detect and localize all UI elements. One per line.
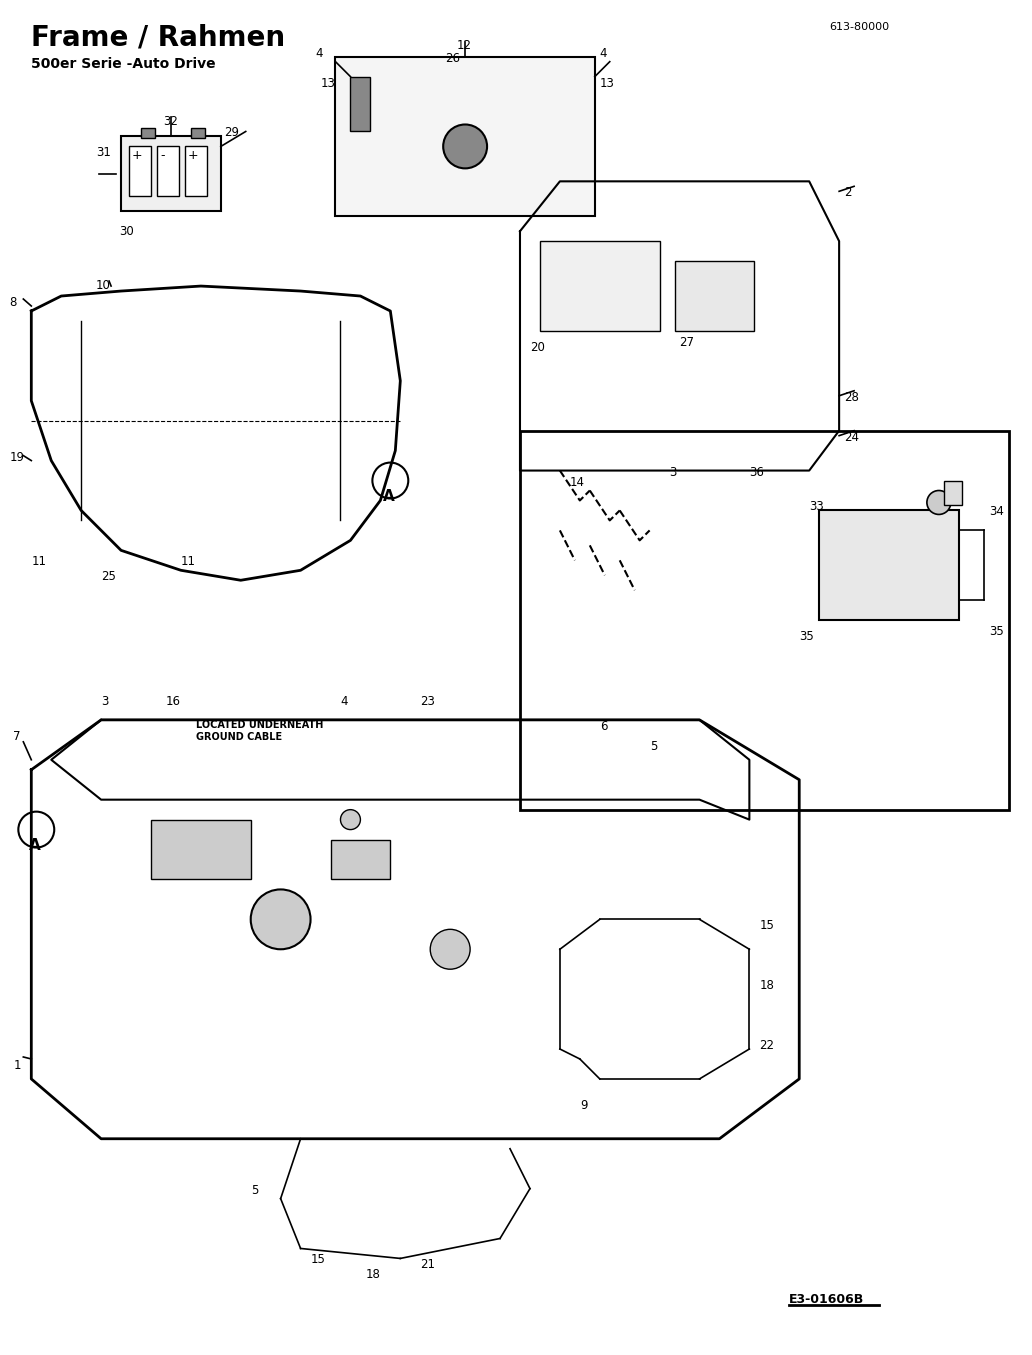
Circle shape — [430, 930, 471, 969]
Bar — [129, 146, 151, 196]
Text: 21: 21 — [420, 1259, 436, 1271]
Text: 13: 13 — [321, 77, 335, 89]
Text: 25: 25 — [101, 570, 116, 583]
Bar — [157, 146, 179, 196]
Text: 4: 4 — [341, 695, 348, 707]
Bar — [944, 481, 962, 505]
Text: 16: 16 — [166, 695, 181, 707]
Text: 32: 32 — [163, 115, 178, 127]
Text: 13: 13 — [600, 77, 615, 89]
Bar — [675, 262, 754, 331]
Text: 4: 4 — [600, 46, 607, 60]
Text: 18: 18 — [760, 980, 774, 992]
Bar — [151, 820, 251, 879]
Text: 36: 36 — [749, 466, 765, 478]
Circle shape — [341, 810, 360, 829]
Text: 14: 14 — [570, 476, 585, 489]
Text: 35: 35 — [799, 630, 814, 644]
Text: E3-01606B: E3-01606B — [789, 1293, 865, 1306]
Text: 9: 9 — [580, 1099, 587, 1112]
Circle shape — [927, 491, 950, 515]
Text: 3: 3 — [101, 695, 108, 707]
Bar — [540, 241, 659, 331]
Text: 34: 34 — [989, 505, 1003, 519]
Text: 15: 15 — [311, 1253, 325, 1267]
Bar — [191, 129, 204, 138]
Text: 613-80000: 613-80000 — [829, 22, 890, 31]
Text: 23: 23 — [420, 695, 436, 707]
Text: 18: 18 — [365, 1268, 380, 1282]
Text: GROUND CABLE: GROUND CABLE — [196, 732, 282, 741]
Text: +: + — [188, 149, 198, 163]
Text: +: + — [132, 149, 142, 163]
Text: 500er Serie -Auto Drive: 500er Serie -Auto Drive — [31, 57, 216, 70]
Text: 2: 2 — [844, 187, 851, 199]
Bar — [185, 146, 206, 196]
Text: 29: 29 — [224, 126, 238, 140]
Text: 5: 5 — [649, 740, 657, 753]
Text: 4: 4 — [316, 46, 323, 60]
Text: 24: 24 — [844, 431, 859, 443]
Bar — [520, 431, 1008, 810]
Text: 11: 11 — [31, 556, 46, 568]
Text: 31: 31 — [96, 146, 111, 160]
Text: 5: 5 — [251, 1184, 258, 1196]
Bar — [819, 511, 959, 621]
Text: 28: 28 — [844, 390, 859, 404]
Bar — [335, 57, 594, 217]
Circle shape — [19, 812, 55, 847]
Text: 10: 10 — [96, 279, 111, 293]
Text: 15: 15 — [760, 919, 774, 932]
Text: 8: 8 — [9, 295, 17, 309]
Text: 6: 6 — [600, 720, 607, 733]
Text: 19: 19 — [9, 451, 25, 463]
Bar — [121, 137, 221, 211]
Text: 27: 27 — [679, 336, 695, 350]
Circle shape — [373, 462, 409, 499]
Text: LOCATED UNDERNEATH: LOCATED UNDERNEATH — [196, 720, 323, 730]
Text: 33: 33 — [809, 500, 824, 514]
Text: -: - — [160, 149, 164, 163]
Text: 7: 7 — [13, 730, 21, 743]
Text: A: A — [383, 489, 395, 504]
Text: 22: 22 — [760, 1039, 774, 1051]
Text: 20: 20 — [530, 341, 545, 354]
Text: 26: 26 — [445, 51, 460, 65]
Circle shape — [251, 889, 311, 950]
Text: 11: 11 — [181, 556, 196, 568]
Text: A: A — [29, 837, 41, 852]
Bar — [351, 77, 370, 131]
Text: Frame / Rahmen: Frame / Rahmen — [31, 24, 286, 51]
Circle shape — [443, 125, 487, 168]
Text: 3: 3 — [670, 466, 677, 478]
Text: 12: 12 — [457, 39, 473, 51]
Text: 1: 1 — [13, 1060, 21, 1072]
Text: 35: 35 — [989, 625, 1003, 638]
Text: 30: 30 — [119, 225, 134, 238]
Bar — [330, 840, 390, 879]
Bar — [141, 129, 155, 138]
